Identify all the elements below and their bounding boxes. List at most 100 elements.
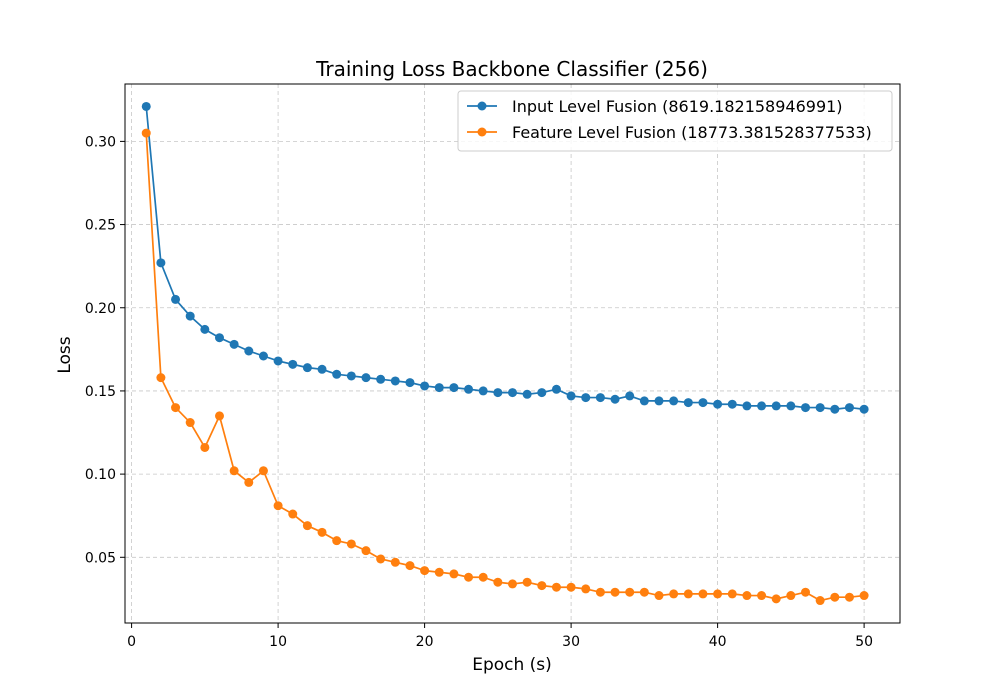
data-point-feature-level-fusion: [200, 442, 210, 452]
y-axis-label: Loss: [55, 336, 75, 373]
data-point-input-level-fusion: [742, 401, 752, 411]
data-point-input-level-fusion: [595, 393, 605, 403]
data-point-input-level-fusion: [420, 381, 430, 391]
data-point-input-level-fusion: [478, 386, 488, 396]
chart-title: Training Loss Backbone Classifier (256): [315, 57, 708, 81]
data-point-input-level-fusion: [244, 346, 254, 356]
data-point-feature-level-fusion: [683, 589, 693, 599]
data-point-input-level-fusion: [551, 384, 561, 394]
data-point-feature-level-fusion: [508, 579, 517, 589]
data-point-input-level-fusion: [566, 391, 576, 401]
data-point-input-level-fusion: [581, 393, 591, 403]
data-point-feature-level-fusion: [141, 128, 151, 138]
plot-frame: [124, 83, 901, 624]
data-point-feature-level-fusion: [610, 587, 620, 597]
data-point-input-level-fusion: [361, 373, 371, 383]
data-point-feature-level-fusion: [625, 587, 635, 597]
data-point-input-level-fusion: [464, 384, 474, 394]
data-point-feature-level-fusion: [713, 589, 723, 599]
data-point-input-level-fusion: [141, 101, 151, 111]
data-point-input-level-fusion: [683, 398, 693, 408]
legend-label-input-level-fusion: Input Level Fusion (8619.182158946991): [512, 97, 843, 116]
data-point-feature-level-fusion: [698, 589, 708, 599]
data-point-feature-level-fusion: [493, 577, 503, 587]
data-point-feature-level-fusion: [332, 536, 342, 546]
data-point-input-level-fusion: [771, 401, 781, 411]
data-point-feature-level-fusion: [288, 509, 298, 519]
y-tick-label: 0.20: [85, 301, 116, 317]
data-point-feature-level-fusion: [346, 539, 356, 549]
data-point-feature-level-fusion: [654, 591, 664, 601]
series-line-input-level-fusion: [145, 106, 865, 411]
data-point-input-level-fusion: [698, 398, 708, 408]
data-point-input-level-fusion: [229, 339, 239, 349]
data-point-feature-level-fusion: [464, 572, 474, 582]
y-tick-label: 0.10: [85, 467, 116, 483]
x-tick-label: 0: [127, 634, 136, 650]
axis-ticks: 0 10 20 30 40 50 0.05 0.10 0.15 0.20 0.25 0.30: [85, 134, 873, 650]
y-tick-label: 0.25: [85, 218, 116, 234]
y-tick-label: 0.05: [85, 550, 116, 566]
data-point-input-level-fusion: [214, 333, 224, 343]
data-point-input-level-fusion: [625, 391, 635, 401]
data-point-feature-level-fusion: [537, 581, 547, 591]
legend-label-feature-level-fusion: Feature Level Fusion (18773.381528377533…: [512, 123, 872, 142]
data-point-feature-level-fusion: [786, 591, 796, 601]
data-point-input-level-fusion: [332, 369, 342, 379]
data-point-feature-level-fusion: [156, 373, 166, 383]
data-point-feature-level-fusion: [742, 591, 752, 601]
legend-marker-input-level-fusion: [477, 101, 487, 111]
series-feature-level-fusion: [141, 128, 869, 606]
data-point-feature-level-fusion: [185, 418, 195, 428]
data-point-input-level-fusion: [493, 388, 503, 398]
data-point-feature-level-fusion: [727, 589, 737, 599]
data-point-input-level-fusion: [200, 324, 210, 334]
data-point-feature-level-fusion: [815, 596, 825, 606]
data-point-feature-level-fusion: [390, 557, 400, 567]
x-tick-label: 40: [709, 634, 727, 650]
data-point-input-level-fusion: [801, 403, 811, 413]
data-point-input-level-fusion: [537, 388, 547, 398]
data-point-input-level-fusion: [376, 374, 386, 384]
data-point-input-level-fusion: [434, 383, 444, 393]
data-point-feature-level-fusion: [317, 527, 327, 537]
data-point-input-level-fusion: [171, 294, 181, 304]
data-point-input-level-fusion: [185, 311, 195, 321]
data-point-feature-level-fusion: [171, 403, 181, 413]
data-point-input-level-fusion: [508, 388, 517, 398]
data-point-input-level-fusion: [258, 351, 268, 361]
data-point-input-level-fusion: [522, 389, 532, 399]
data-point-input-level-fusion: [815, 403, 825, 413]
data-point-input-level-fusion: [830, 404, 840, 414]
data-point-input-level-fusion: [786, 401, 796, 411]
data-point-feature-level-fusion: [229, 466, 239, 476]
data-point-feature-level-fusion: [478, 572, 488, 582]
data-point-input-level-fusion: [449, 383, 459, 393]
data-point-input-level-fusion: [317, 364, 327, 374]
grid: [125, 84, 900, 623]
data-point-feature-level-fusion: [244, 477, 254, 487]
data-point-feature-level-fusion: [595, 587, 605, 597]
data-point-feature-level-fusion: [859, 591, 869, 601]
series-input-level-fusion: [141, 101, 869, 414]
data-point-input-level-fusion: [727, 399, 737, 409]
data-point-input-level-fusion: [757, 401, 767, 411]
data-point-input-level-fusion: [859, 404, 869, 414]
data-point-input-level-fusion: [273, 356, 283, 366]
data-point-input-level-fusion: [302, 363, 312, 373]
data-point-input-level-fusion: [390, 376, 400, 386]
data-point-feature-level-fusion: [405, 561, 415, 571]
data-point-feature-level-fusion: [669, 589, 679, 599]
data-point-input-level-fusion: [639, 396, 649, 406]
data-point-input-level-fusion: [654, 396, 664, 406]
data-point-input-level-fusion: [346, 371, 356, 381]
x-tick-label: 10: [269, 634, 287, 650]
data-point-feature-level-fusion: [830, 592, 840, 602]
data-point-input-level-fusion: [669, 396, 679, 406]
data-point-feature-level-fusion: [361, 546, 371, 556]
data-point-feature-level-fusion: [844, 592, 854, 602]
data-point-feature-level-fusion: [566, 582, 576, 592]
data-point-input-level-fusion: [713, 399, 723, 409]
data-point-feature-level-fusion: [639, 587, 649, 597]
